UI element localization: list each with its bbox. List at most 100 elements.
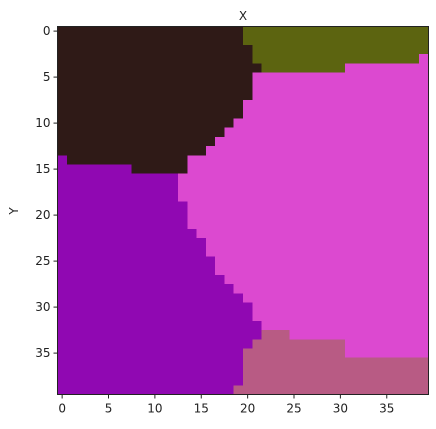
heatmap-run-r29-0 — [57, 293, 244, 304]
x-axis-title: X — [239, 9, 247, 23]
x-tick-label-25: 25 — [286, 402, 301, 416]
heatmap-run-r5-0 — [57, 72, 253, 83]
heatmap-run-r39-0 — [57, 385, 235, 396]
heatmap-run-r16-0 — [57, 173, 179, 184]
heatmap-run-r33-1 — [261, 330, 290, 340]
heatmap-run-r34-1 — [252, 339, 346, 350]
heatmap-run-r0-1 — [243, 26, 430, 37]
x-tick-label-20: 20 — [240, 402, 255, 416]
y-axis-title: Y — [7, 207, 21, 216]
heatmap-run-r38-1 — [243, 376, 430, 386]
heatmap-run-r14-1 — [66, 155, 188, 166]
heatmap-run-r36-1 — [243, 357, 430, 368]
x-tick-label-10: 10 — [147, 402, 162, 416]
heatmap-run-r6-1 — [252, 81, 430, 92]
y-tick-label-5: 5 — [43, 70, 51, 84]
y-tick-label-25: 25 — [35, 254, 50, 268]
x-tick-label-35: 35 — [379, 402, 394, 416]
heatmap-run-r9-1 — [243, 109, 430, 120]
heatmap-run-r5-1 — [252, 72, 430, 83]
heatmap-run-r28-1 — [233, 284, 430, 294]
heatmap-run-r29-1 — [243, 293, 430, 304]
heatmap-run-r12-0 — [57, 136, 216, 147]
heatmap-run-r23-0 — [57, 238, 207, 248]
heatmap-run-r32-1 — [261, 320, 430, 331]
heatmap-run-r18-0 — [57, 192, 179, 202]
x-tick-label-0: 0 — [58, 402, 66, 416]
heatmap-run-r8-1 — [243, 100, 430, 110]
x-tick-label-30: 30 — [333, 402, 348, 416]
heatmap-run-r27-0 — [57, 274, 226, 285]
heatmap-run-r22-0 — [57, 228, 198, 239]
heatmap-run-r24-1 — [205, 247, 430, 258]
heatmap-run-r24-0 — [57, 247, 207, 258]
heatmap-run-r21-0 — [57, 219, 188, 230]
heatmap-run-r19-1 — [187, 201, 430, 212]
heatmap-run-r22-1 — [196, 228, 430, 239]
heatmap-run-r26-0 — [57, 265, 216, 276]
heatmap-run-r2-0 — [57, 44, 253, 55]
heatmap-run-r20-1 — [187, 210, 430, 221]
heatmap-run-r17-1 — [178, 182, 430, 193]
heatmap-run-r27-1 — [224, 274, 430, 285]
heatmap-run-r13-0 — [57, 146, 207, 156]
heatmap-run-r33-2 — [289, 330, 430, 340]
heatmap-run-r2-1 — [252, 44, 430, 55]
heatmap-run-r16-1 — [178, 173, 430, 184]
heatmap-run-r17-0 — [57, 182, 179, 193]
heatmap-run-r3-1 — [252, 54, 420, 64]
heatmap-run-r11-1 — [224, 127, 430, 138]
heatmap-run-r19-0 — [57, 201, 188, 212]
heatmap-run-r0-0 — [57, 26, 244, 37]
heatmap-run-r7-0 — [57, 90, 253, 101]
heatmap-run-r39-1 — [233, 385, 430, 396]
x-tick-label-15: 15 — [194, 402, 209, 416]
heatmap-run-r4-1 — [261, 63, 346, 74]
heatmap-run-r18-1 — [178, 192, 430, 202]
y-tick-label-30: 30 — [35, 300, 50, 314]
heatmap-run-r31-1 — [252, 311, 430, 322]
heatmap-run-r23-1 — [205, 238, 430, 248]
heatmap-run-r14-0 — [57, 155, 68, 166]
heatmap-run-r3-2 — [419, 54, 430, 64]
heatmap-cells — [57, 26, 430, 396]
heatmap-run-r15-0 — [57, 164, 133, 175]
plot-frame — [57, 26, 429, 395]
heatmap-run-r3-0 — [57, 54, 253, 64]
heatmap-run-r34-0 — [57, 339, 253, 350]
heatmap-run-r37-1 — [243, 366, 430, 377]
heatmap-run-r25-0 — [57, 256, 216, 267]
heatmap-run-r1-0 — [57, 35, 244, 46]
heatmap-run-r25-1 — [215, 256, 430, 267]
heatmap-run-r14-2 — [187, 155, 430, 166]
heatmap-run-r30-0 — [57, 302, 253, 313]
heatmap-run-r4-0 — [57, 63, 263, 74]
heatmap-run-r28-0 — [57, 284, 235, 294]
x-axis-ticks: 0 5 10 15 20 25 30 35 — [58, 394, 394, 416]
y-tick-label-20: 20 — [35, 208, 50, 222]
heatmap-run-r13-1 — [205, 146, 430, 156]
heatmap-run-r12-1 — [215, 136, 430, 147]
y-tick-label-15: 15 — [35, 162, 50, 176]
heatmap-run-r30-1 — [252, 302, 430, 313]
y-tick-label-35: 35 — [35, 346, 50, 360]
y-tick-label-10: 10 — [35, 116, 50, 130]
heatmap-run-r15-2 — [187, 164, 430, 175]
heatmap-run-r20-0 — [57, 210, 188, 221]
heatmap-run-r38-0 — [57, 376, 244, 386]
heatmap-run-r34-2 — [345, 339, 430, 350]
heatmap-run-r9-0 — [57, 109, 244, 120]
heatmap-run-r10-1 — [233, 118, 430, 129]
heatmap-run-r1-1 — [243, 35, 430, 46]
y-tick-label-0: 0 — [43, 24, 51, 38]
y-axis-ticks: 0 5 10 15 20 25 30 35 — [35, 24, 58, 360]
heatmap-run-r6-0 — [57, 81, 253, 92]
heatmap-run-r21-1 — [187, 219, 430, 230]
heatmap-run-r10-0 — [57, 118, 235, 129]
heatmap-run-r15-1 — [131, 164, 188, 175]
heatmap-run-r35-2 — [345, 348, 430, 359]
heatmap-run-r31-0 — [57, 311, 253, 322]
heatmap-run-r33-0 — [57, 330, 263, 340]
heatmap-run-r36-0 — [57, 357, 244, 368]
heatmap-run-r37-0 — [57, 366, 244, 377]
